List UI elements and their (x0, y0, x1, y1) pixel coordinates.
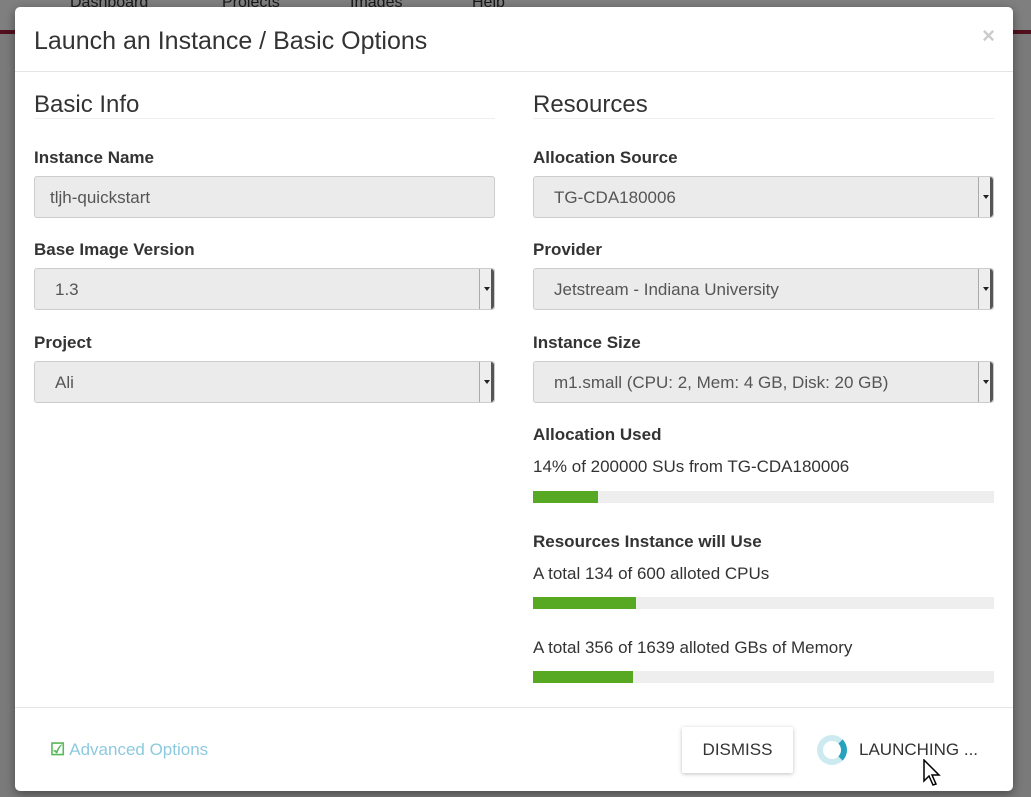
version-label: Base Image Version (34, 240, 195, 259)
basic-info-heading: Basic Info (34, 92, 495, 119)
memory-usage-bar (533, 671, 994, 683)
modal-header: Launch an Instance / Basic Options × (15, 7, 1013, 72)
resources-section: Resources Allocation Source TG-CDA180006… (533, 92, 994, 683)
basic-info-section: Basic Info Instance Name tljh-quickstart… (34, 92, 495, 403)
allocation-used-bar (533, 491, 994, 503)
chevron-down-icon[interactable] (978, 269, 993, 309)
version-select[interactable]: 1.3 (34, 268, 495, 310)
memory-usage-text: A total 356 of 1639 alloted GBs of Memor… (533, 638, 853, 657)
allocation-source-value: TG-CDA180006 (554, 188, 676, 207)
instance-name-input[interactable]: tljh-quickstart (34, 176, 495, 218)
instance-size-select[interactable]: m1.small (CPU: 2, Mem: 4 GB, Disk: 20 GB… (533, 361, 994, 403)
cpu-usage-fill (533, 597, 636, 609)
allocation-source-label: Allocation Source (533, 148, 678, 167)
provider-select[interactable]: Jetstream - Indiana University (533, 268, 994, 310)
launch-instance-modal: Launch an Instance / Basic Options × Bas… (15, 7, 1013, 791)
chevron-down-icon[interactable] (479, 269, 494, 309)
resources-heading: Resources (533, 92, 994, 119)
allocation-used-label: Allocation Used (533, 425, 662, 444)
project-label: Project (34, 333, 92, 352)
dismiss-button[interactable]: DISMISS (682, 727, 793, 773)
cpu-usage-text: A total 134 of 600 alloted CPUs (533, 564, 770, 583)
instance-size-label: Instance Size (533, 333, 641, 352)
launching-status: LAUNCHING ... (817, 735, 978, 765)
advanced-options-toggle[interactable]: ☑ Advanced Options (50, 740, 208, 760)
allocation-used-fill (533, 491, 598, 503)
mouse-cursor-icon (923, 759, 941, 786)
modal-footer: ☑ Advanced Options DISMISS LAUNCHING ... (15, 707, 1013, 791)
close-icon[interactable]: × (982, 23, 995, 48)
advanced-options-label: Advanced Options (69, 740, 209, 759)
chevron-down-icon[interactable] (978, 362, 993, 402)
launching-label: LAUNCHING ... (859, 740, 979, 759)
resources-will-use-label: Resources Instance will Use (533, 532, 762, 551)
project-value: Ali (55, 373, 74, 392)
instance-name-label: Instance Name (34, 148, 154, 167)
provider-label: Provider (533, 240, 602, 259)
version-value: 1.3 (55, 280, 79, 299)
memory-usage-fill (533, 671, 634, 683)
spinner-icon (817, 735, 847, 765)
instance-size-value: m1.small (CPU: 2, Mem: 4 GB, Disk: 20 GB… (554, 373, 889, 392)
checkbox-checked-icon[interactable]: ☑ (50, 740, 66, 759)
modal-title: Launch an Instance / Basic Options (34, 27, 428, 55)
provider-value: Jetstream - Indiana University (554, 280, 779, 299)
chevron-down-icon[interactable] (978, 177, 993, 217)
allocation-source-select[interactable]: TG-CDA180006 (533, 176, 994, 218)
project-select[interactable]: Ali (34, 361, 495, 403)
chevron-down-icon[interactable] (479, 362, 494, 402)
cpu-usage-bar (533, 597, 994, 609)
allocation-used-text: 14% of 200000 SUs from TG-CDA180006 (533, 457, 850, 476)
